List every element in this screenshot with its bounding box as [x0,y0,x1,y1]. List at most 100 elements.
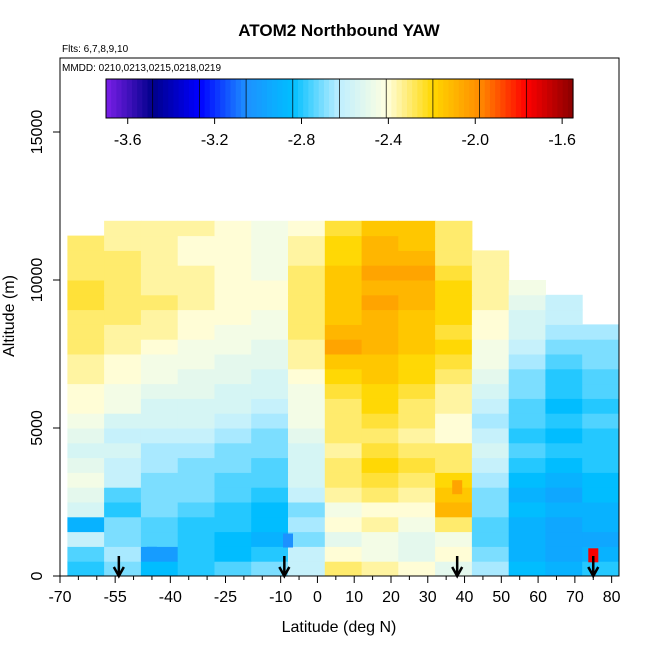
colorbar-segment [365,79,372,118]
colorbar-segment [194,79,200,118]
heatmap-cell [471,502,510,518]
colorbar-tick-label: -1.6 [548,132,576,149]
heatmap-cell [177,265,215,281]
x-tick-label: 70 [566,589,584,606]
colorbar-segment [157,79,164,118]
heatmap-cell [324,413,363,429]
heatmap-cell [104,442,142,459]
colorbar-frame [105,78,574,119]
heatmap-cell [251,280,289,296]
x-tick-label: 10 [345,589,363,606]
heatmap-cell [288,294,326,311]
heatmap-cell [324,280,363,296]
colorbar-segment [500,79,507,118]
heatmap-cell [251,339,289,355]
heatmap-cell [104,265,142,281]
heatmap-cell [104,472,142,488]
colorbar-segment [443,79,450,118]
heatmap-cell [177,428,215,444]
heatmap-cell [251,442,289,459]
heatmap-cell [508,457,546,473]
colorbar-segment [199,79,206,118]
flights-label: Flts: 6,7,8,9,10 [62,44,129,55]
heatmap-cell [545,413,583,429]
colorbar-tick-label: -2.8 [288,132,316,149]
colorbar-segment [142,79,149,118]
colorbar-segment [422,79,429,118]
colorbar-segment [214,79,221,118]
colorbar-segment [235,79,242,118]
heatmap-cell [508,354,546,370]
heatmap-cell [324,250,363,266]
heatmap-cell [67,398,105,414]
colorbar-segment [531,79,538,118]
heatmap-cell [214,398,252,414]
colorbar-segment [526,79,533,118]
heatmap-cell [214,383,252,399]
heatmap-cell [324,235,363,251]
heatmap-cell [251,220,289,237]
heatmap-cell [288,324,326,340]
colorbar-segment [297,79,304,118]
highlight-cell [283,533,293,548]
heatmap-cell [582,546,620,562]
colorbar-segment [282,79,289,118]
colorbar-segment [152,79,159,118]
heatmap-cell [545,309,583,325]
heatmap-cell [67,502,105,518]
heatmap-cell [140,516,179,533]
heatmap-cell [140,368,179,385]
heatmap-cell [214,502,252,518]
highlight-cell [146,546,157,561]
heatmap-cell [582,457,620,473]
heatmap-cell [508,309,546,325]
heatmap-cell [214,309,252,325]
heatmap-cell [140,472,179,488]
colorbar-segment [355,79,361,118]
heatmap-cell [177,250,215,266]
heatmap-cell [214,235,252,251]
heatmap-cell [361,265,399,281]
heatmap-cell [435,502,473,518]
y-axis-label: Altitude (m) [1,275,18,357]
heatmap-cell [214,531,252,547]
heatmap-cell [435,472,473,488]
colorbar-segment [547,79,553,118]
heatmap-cell [361,457,399,473]
heatmap-cell [398,561,436,577]
heatmap-cell [508,561,546,577]
heatmap-cell [288,516,326,533]
heatmap-cell [177,235,215,251]
colorbar: -3.6 -3.2 -2.8 -2.4 -2.0 -1.6 [105,78,576,149]
heatmap-cell [67,265,105,281]
heatmap-cell [508,280,546,296]
heatmap-cell [508,531,546,547]
heatmap-cell [398,309,436,325]
heatmap-cell [214,516,252,533]
heatmap-cell [324,339,363,355]
heatmap-cell [508,442,546,459]
heatmap-cell [361,235,399,251]
heatmap-cell [288,502,326,518]
heatmap-cell [177,398,215,414]
colorbar-segment [266,79,273,118]
heatmap-cell [471,339,510,355]
heatmap-cell [104,220,142,237]
heatmap-cell [67,339,105,355]
heatmap-cell [324,502,363,518]
heatmap-cell [361,354,399,370]
colorbar-segment [318,79,325,118]
heatmap-cell [67,413,105,429]
x-tick-label: -25 [214,589,237,606]
heatmap-cell [67,428,105,444]
heatmap-cell [288,339,326,355]
colorbar-tick-label: -2.4 [375,132,403,149]
heatmap-cell [545,383,583,399]
colorbar-segment [147,79,154,118]
heatmap-cell [140,502,179,518]
heatmap-cell [545,531,583,547]
heatmap-cell [214,487,252,503]
colorbar-segment [406,79,413,118]
x-tick-label: 20 [382,589,400,606]
colorbar-segment [474,79,481,118]
